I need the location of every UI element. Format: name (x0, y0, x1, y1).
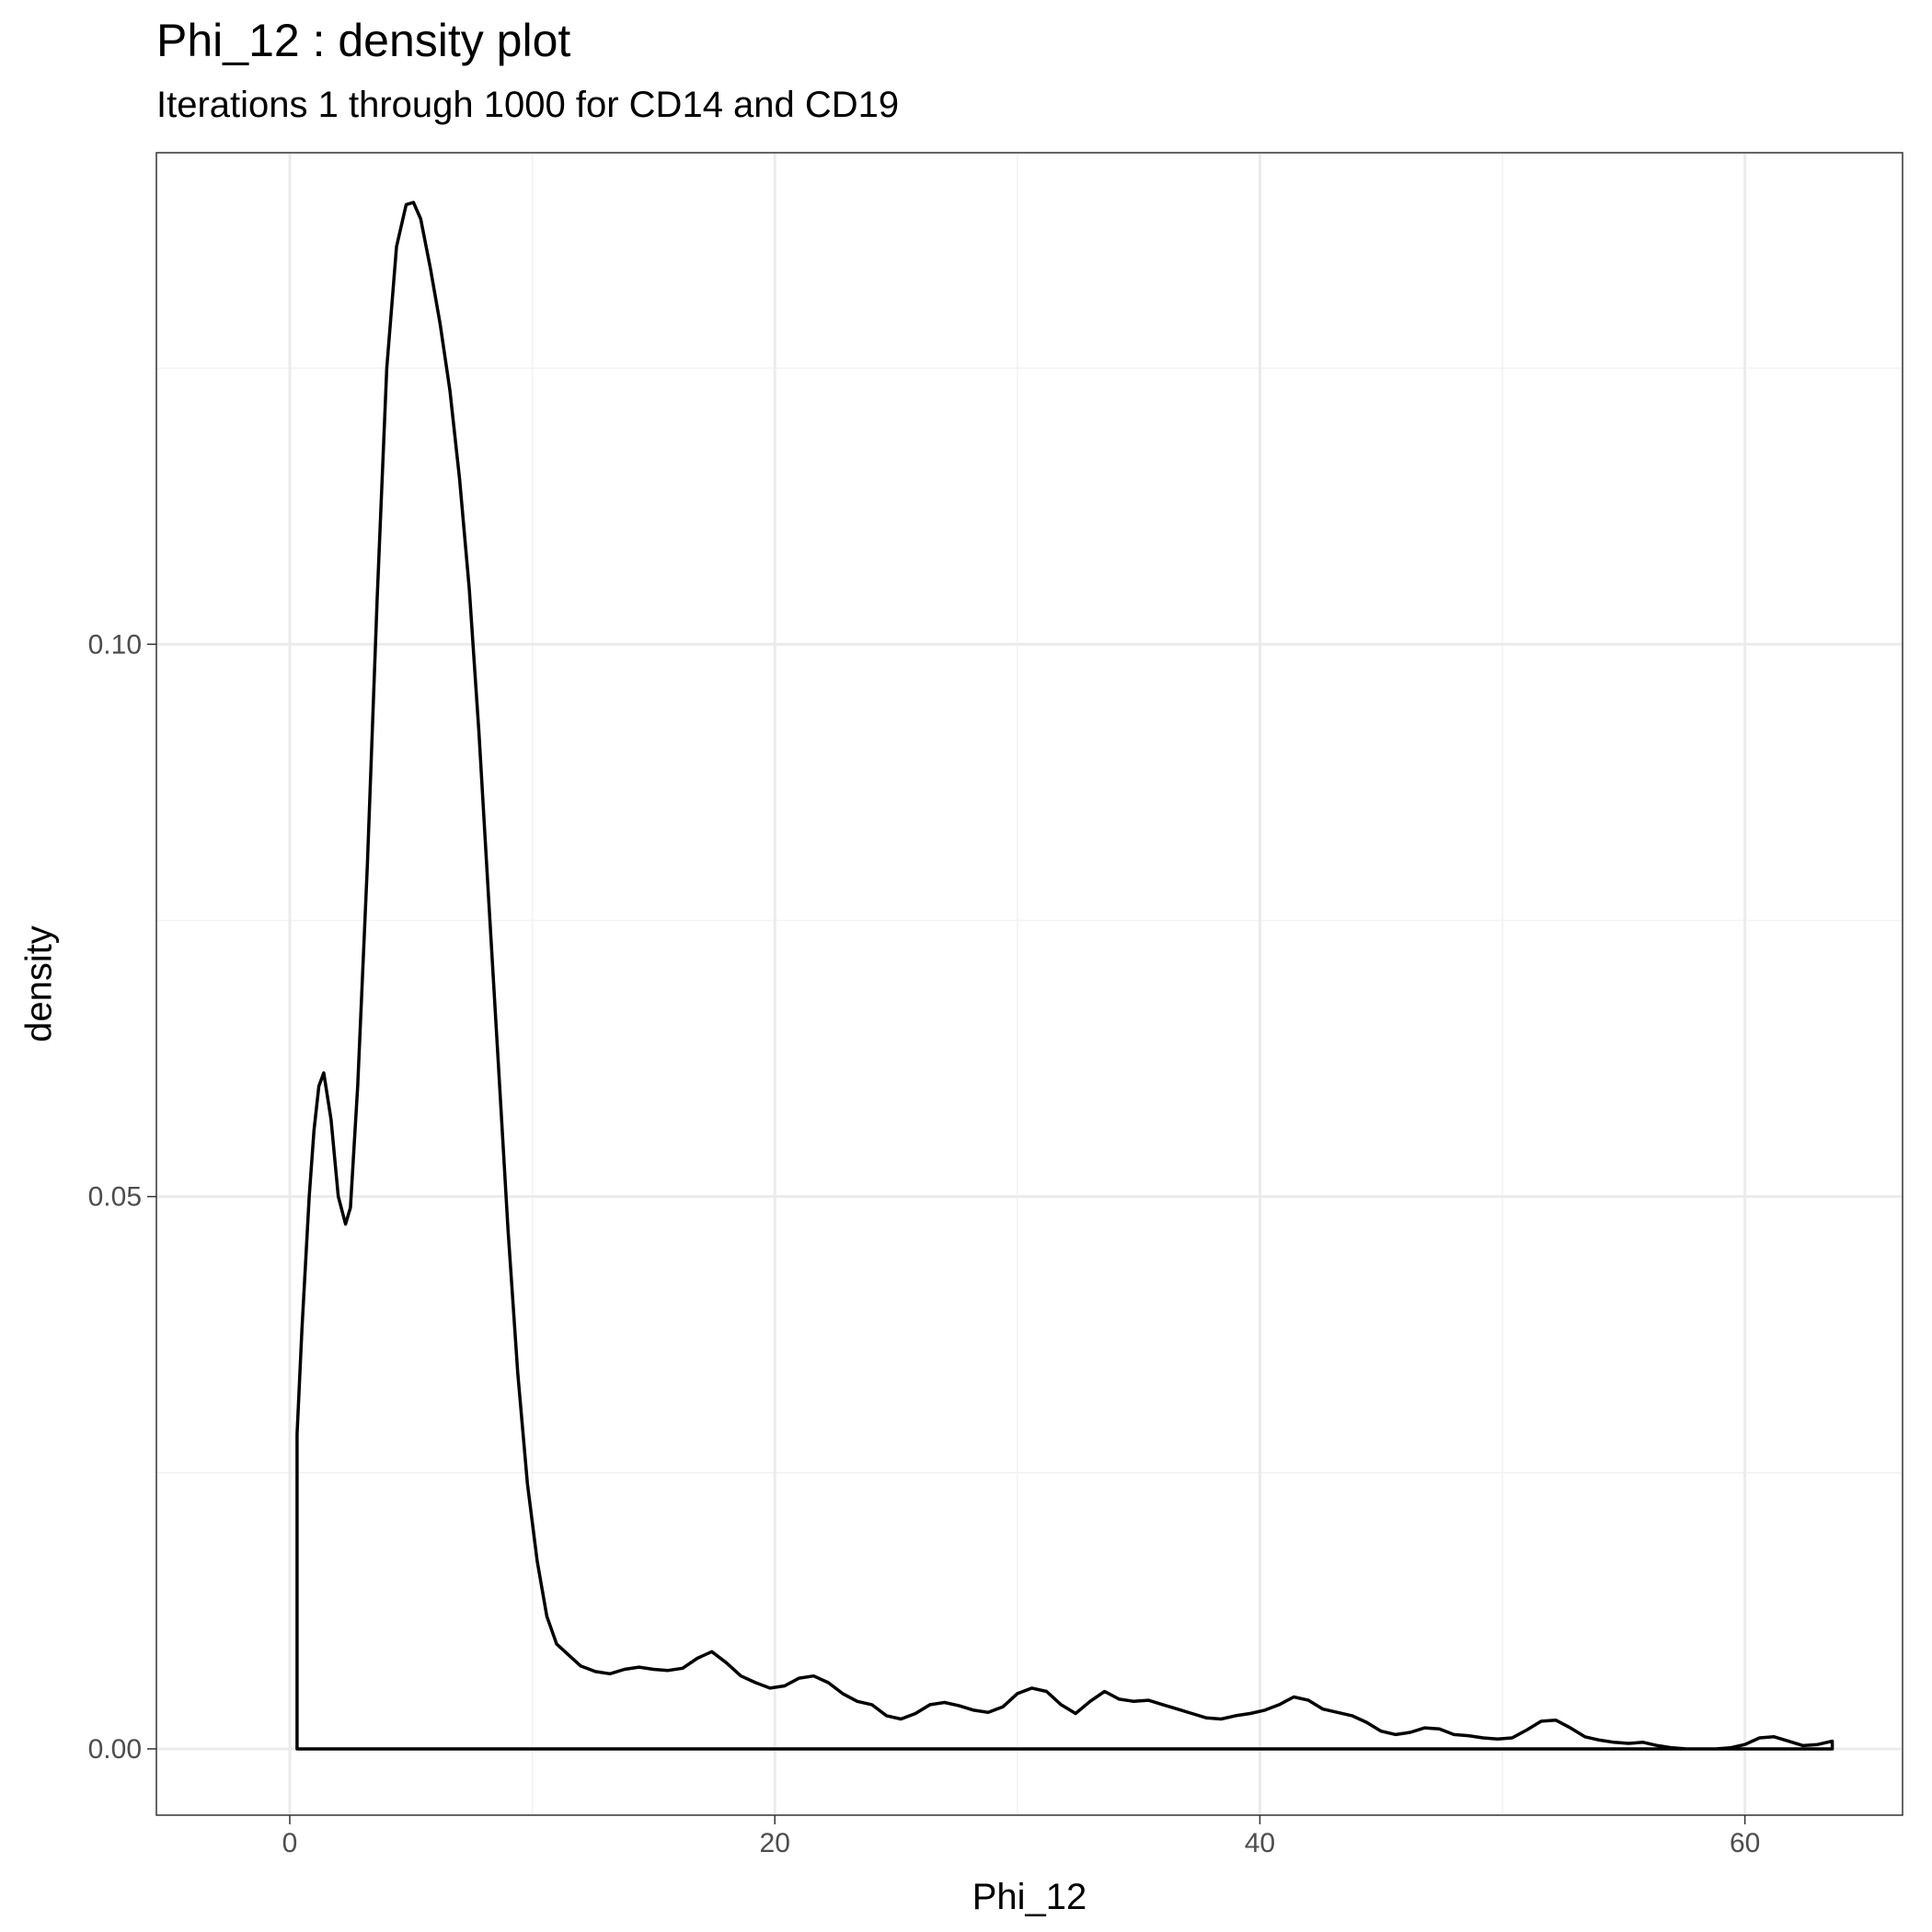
y-axis-title: density (19, 926, 60, 1042)
minor-gridlines (156, 153, 1903, 1815)
chart-title: Phi_12 : density plot (156, 15, 571, 66)
panel-border (155, 152, 1903, 1816)
y-axis-ticks: 0.00 0.05 0.10 (88, 629, 156, 1765)
x-axis-title: Phi_12 (972, 1877, 1087, 1917)
y-tick-label-0: 0.00 (88, 1734, 142, 1765)
x-axis-ticks: 0 20 40 60 (282, 1815, 1760, 1858)
x-tick-label-2: 40 (1245, 1828, 1275, 1858)
x-tick-label-0: 0 (282, 1828, 298, 1858)
x-tick-label-3: 60 (1730, 1828, 1760, 1858)
major-gridlines (156, 153, 1903, 1815)
x-tick-label-1: 20 (760, 1828, 790, 1858)
y-tick-label-1: 0.05 (88, 1182, 142, 1213)
y-tick-label-2: 0.10 (88, 629, 142, 660)
density-curve (295, 201, 1834, 1751)
chart-subtitle: Iterations 1 through 1000 for CD14 and C… (156, 85, 900, 125)
